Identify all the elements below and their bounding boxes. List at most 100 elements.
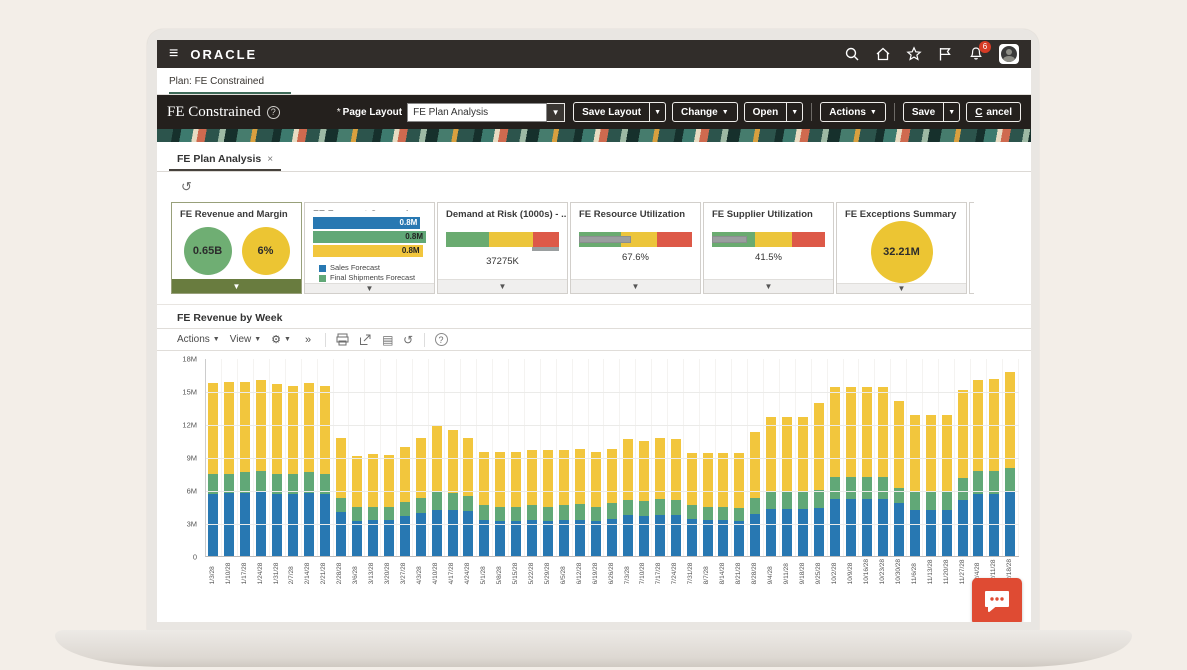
- detach-icon[interactable]: [359, 333, 372, 346]
- tile-expand-strip[interactable]: ▼: [571, 279, 700, 293]
- toolbar-overflow-icon[interactable]: »: [304, 333, 312, 346]
- stacked-bar[interactable]: [893, 400, 904, 556]
- refresh-icon[interactable]: ↻: [181, 179, 192, 194]
- chart-format-menu[interactable]: ⚙ ▼: [271, 334, 291, 346]
- stacked-bar[interactable]: [479, 451, 490, 556]
- stacked-bar[interactable]: [288, 385, 299, 556]
- stacked-bar[interactable]: [957, 389, 968, 556]
- stacked-bar[interactable]: [431, 426, 442, 556]
- flag-watchlist-icon[interactable]: [937, 46, 953, 62]
- stacked-bar[interactable]: [447, 429, 458, 556]
- x-tick: 8/14/28: [716, 559, 732, 585]
- save-layout-button[interactable]: Save Layout ▼: [573, 102, 667, 122]
- stacked-bar[interactable]: [654, 438, 665, 556]
- page-layout-input[interactable]: FE Plan Analysis: [407, 102, 548, 122]
- chart-refresh-icon[interactable]: ↻: [403, 332, 414, 347]
- stacked-bar[interactable]: [208, 383, 219, 556]
- tile-partial-next[interactable]: [969, 202, 974, 294]
- tile-exceptions-summary[interactable]: FE Exceptions Summary 32.21M ▼: [836, 202, 967, 294]
- stacked-bar[interactable]: [622, 439, 633, 556]
- notifications-bell-icon[interactable]: 6: [968, 41, 991, 62]
- stacked-bar[interactable]: [909, 415, 920, 556]
- stacked-bar[interactable]: [718, 452, 729, 556]
- stacked-bar[interactable]: [415, 438, 426, 556]
- bar-slot: [397, 359, 414, 556]
- tile-revenue-and-margin[interactable]: FE Revenue and Margin 0.65B 6% ▼: [171, 202, 302, 294]
- tile-expand-strip[interactable]: ▼: [438, 279, 567, 293]
- save-button[interactable]: Save ▼: [902, 102, 961, 122]
- stacked-bar[interactable]: [399, 447, 410, 556]
- stacked-bar[interactable]: [814, 403, 825, 556]
- stacked-bar[interactable]: [543, 450, 554, 556]
- stacked-bar[interactable]: [240, 382, 251, 556]
- stacked-bar[interactable]: [989, 378, 1000, 556]
- tile-expand-strip[interactable]: ▼: [837, 282, 966, 293]
- plan-help-icon[interactable]: ?: [266, 105, 280, 119]
- stacked-bar[interactable]: [734, 452, 745, 556]
- chat-assistant-button[interactable]: [972, 578, 1022, 622]
- stacked-bar[interactable]: [606, 449, 617, 556]
- stacked-bar[interactable]: [367, 453, 378, 556]
- stacked-bar[interactable]: [925, 415, 936, 556]
- change-button[interactable]: Change ▼: [672, 102, 738, 122]
- table-view-icon[interactable]: ▤: [382, 332, 394, 347]
- tile-demand-at-risk[interactable]: Demand at Risk (1000s) - ... 37275K ▼: [437, 202, 568, 294]
- stacked-bar[interactable]: [1005, 372, 1016, 556]
- actions-button[interactable]: Actions ▼: [820, 102, 886, 122]
- tile-expand-strip[interactable]: ▼: [704, 279, 833, 293]
- home-icon[interactable]: [875, 46, 891, 62]
- stacked-bar[interactable]: [256, 380, 267, 556]
- stacked-bar[interactable]: [590, 451, 601, 556]
- stacked-bar[interactable]: [877, 386, 888, 556]
- stacked-bar[interactable]: [351, 455, 362, 556]
- stacked-bar[interactable]: [686, 452, 697, 556]
- navigation-menu-icon[interactable]: ≡: [169, 45, 179, 62]
- stacked-bar[interactable]: [670, 439, 681, 556]
- search-icon[interactable]: [844, 46, 860, 62]
- stacked-bar[interactable]: [559, 450, 570, 556]
- stacked-bar[interactable]: [495, 451, 506, 556]
- stacked-bar[interactable]: [224, 382, 235, 556]
- stacked-bar[interactable]: [830, 386, 841, 556]
- tile-expand-strip[interactable]: ▼: [305, 283, 434, 293]
- open-caret-icon[interactable]: ▼: [786, 103, 802, 121]
- stacked-bar[interactable]: [272, 384, 283, 556]
- tile-resource-utilization[interactable]: FE Resource Utilization 67.6% ▼: [570, 202, 701, 294]
- tab-fe-plan-analysis[interactable]: FE Plan Analysis ×: [169, 148, 282, 171]
- open-button[interactable]: Open ▼: [743, 102, 804, 122]
- stacked-bar[interactable]: [845, 386, 856, 556]
- chart-view-menu[interactable]: View ▼: [229, 334, 262, 345]
- tile-forecast-comparison[interactable]: FE Forecast Comparison 0.8M0.8M0.8M Sale…: [304, 202, 435, 294]
- favorites-star-icon[interactable]: [906, 46, 922, 62]
- tile-expand-strip[interactable]: ▼: [172, 279, 301, 293]
- stacked-bar[interactable]: [798, 417, 809, 556]
- save-layout-caret-icon[interactable]: ▼: [649, 103, 665, 121]
- stacked-bar[interactable]: [702, 452, 713, 556]
- tab-close-icon[interactable]: ×: [267, 153, 274, 165]
- stacked-bar[interactable]: [320, 385, 331, 556]
- plan-tab[interactable]: Plan: FE Constrained: [169, 70, 291, 94]
- stacked-bar[interactable]: [527, 450, 538, 556]
- stacked-bar[interactable]: [973, 380, 984, 556]
- stacked-bar[interactable]: [463, 438, 474, 556]
- help-icon[interactable]: ?: [434, 333, 448, 346]
- user-avatar[interactable]: [999, 44, 1019, 64]
- stacked-bar[interactable]: [861, 386, 872, 556]
- chart-actions-menu[interactable]: Actions ▼: [177, 334, 220, 345]
- stacked-bar[interactable]: [335, 438, 346, 556]
- stacked-bar[interactable]: [766, 417, 777, 556]
- page-layout-dropdown-icon[interactable]: ▼: [547, 102, 566, 122]
- printer-icon[interactable]: [336, 333, 349, 346]
- stacked-bar[interactable]: [304, 383, 315, 556]
- stacked-bar[interactable]: [638, 440, 649, 556]
- stacked-bar[interactable]: [575, 449, 586, 556]
- save-caret-icon[interactable]: ▼: [943, 103, 959, 121]
- stacked-bar[interactable]: [383, 454, 394, 556]
- bar-slot: [349, 359, 366, 556]
- stacked-bar[interactable]: [511, 451, 522, 556]
- tile-supplier-utilization[interactable]: FE Supplier Utilization 41.5% ▼: [703, 202, 834, 294]
- stacked-bar[interactable]: [750, 431, 761, 556]
- stacked-bar[interactable]: [941, 415, 952, 556]
- stacked-bar[interactable]: [782, 417, 793, 556]
